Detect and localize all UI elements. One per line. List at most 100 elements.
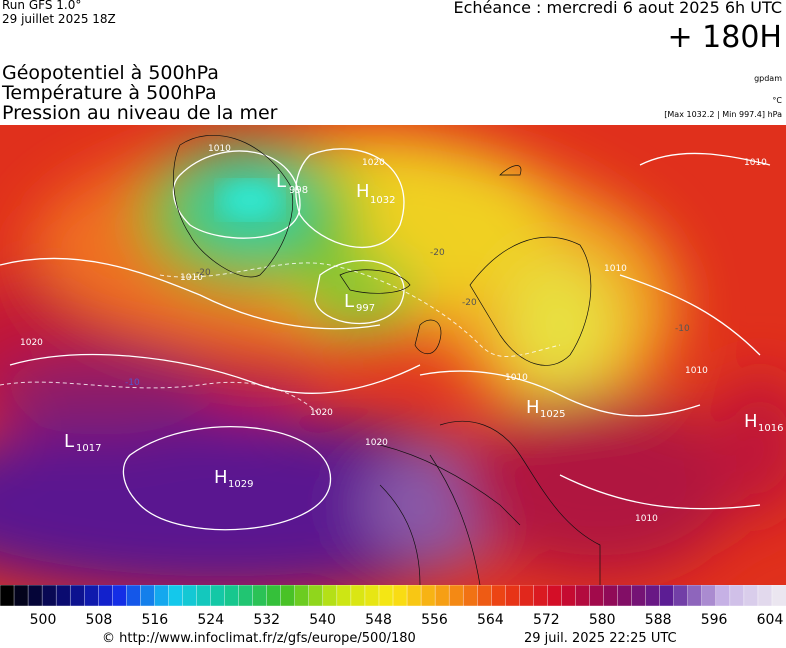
colorbar-swatch bbox=[743, 585, 759, 607]
field: Pression au niveau de la mer bbox=[2, 102, 278, 124]
colorbar-swatch bbox=[41, 585, 57, 607]
colorbar-swatch bbox=[27, 585, 43, 607]
colorbar-swatch bbox=[13, 585, 29, 607]
colorbar-label: 604 bbox=[757, 612, 784, 625]
colorbar-swatch bbox=[238, 585, 254, 607]
colorbar-label: 516 bbox=[141, 612, 168, 625]
colorbar-swatch bbox=[294, 585, 310, 607]
unit: °C bbox=[772, 96, 782, 105]
field: Géopotentiel à 500hPa bbox=[2, 62, 219, 84]
colorbar-swatch bbox=[729, 585, 745, 607]
contour-label: -20 bbox=[430, 248, 445, 258]
colorbar-swatch bbox=[140, 585, 156, 607]
issue-date: 29 juil. 2025 22:25 UTC bbox=[524, 631, 677, 646]
contour-label: 1010 bbox=[208, 144, 231, 154]
contour-labels: 1010 1020 1010 -20 -20 -20 1010 1010 -10… bbox=[20, 144, 767, 524]
source-url: © http://www.infoclimat.fr/z/gfs/europe/… bbox=[102, 631, 416, 646]
center-pressure: 998 bbox=[289, 185, 308, 196]
colorbar-swatch bbox=[112, 585, 128, 607]
colorbar-swatch bbox=[392, 585, 408, 607]
colorbar-swatch bbox=[182, 585, 198, 607]
coastlines bbox=[173, 135, 601, 585]
colorbar-label: 596 bbox=[701, 612, 728, 625]
colorbar-label: 524 bbox=[197, 612, 224, 625]
center-pressure: 997 bbox=[356, 303, 375, 314]
colorbar-swatch bbox=[448, 585, 464, 607]
colorbar-swatch bbox=[505, 585, 521, 607]
contour-label: -10 bbox=[125, 378, 140, 388]
colorbar-swatch bbox=[406, 585, 422, 607]
colorbar-swatch bbox=[98, 585, 113, 607]
center-symbol: H bbox=[744, 411, 758, 432]
colorbar-swatch bbox=[308, 585, 324, 607]
lead-time: + 180H bbox=[667, 20, 783, 55]
colorbar-swatch bbox=[126, 585, 142, 607]
colorbar-swatch bbox=[491, 585, 506, 607]
colorbar-label: 508 bbox=[86, 612, 113, 625]
colorbar-label: 500 bbox=[30, 612, 57, 625]
center-symbol: H bbox=[356, 181, 370, 202]
colorbar-swatch bbox=[645, 585, 661, 607]
colorbar-swatch bbox=[771, 585, 786, 607]
center-pressure: 1017 bbox=[76, 443, 101, 454]
contour-label: -10 bbox=[675, 324, 690, 334]
colorbar-swatch bbox=[519, 585, 535, 607]
center-symbol: L bbox=[64, 431, 74, 452]
colorbar-swatch bbox=[252, 585, 268, 607]
contour-label: 1020 bbox=[365, 438, 388, 448]
colorbar-swatch bbox=[631, 585, 647, 607]
colorbar-label: 564 bbox=[477, 612, 504, 625]
colorbar-swatch bbox=[350, 585, 366, 607]
contour-label: 1010 bbox=[180, 273, 203, 283]
run: Run GFS 1.0° bbox=[2, 0, 82, 12]
colorbar-swatch bbox=[434, 585, 450, 607]
isotherms bbox=[0, 262, 561, 416]
colorbar-label: 532 bbox=[253, 612, 280, 625]
map: L 998 H 1032 L 997 H 1025 L 1017 H 1029 H 1016 … bbox=[0, 125, 786, 585]
colorbar-swatch bbox=[757, 585, 773, 607]
contour-label: -20 bbox=[196, 268, 211, 278]
contour-label: 1010 bbox=[685, 366, 708, 376]
colorbar-swatch bbox=[196, 585, 212, 607]
colorbar: 500 508 516 524 532 540 548 556 564 572 580 588 596 6… bbox=[0, 585, 786, 625]
colorbar-label: 572 bbox=[533, 612, 560, 625]
colorbar-swatch bbox=[687, 585, 703, 607]
contour-label: 1010 bbox=[744, 158, 767, 168]
colorbar-swatch bbox=[462, 585, 478, 607]
colorbar-swatch bbox=[659, 585, 675, 607]
colorbar-swatch bbox=[55, 585, 71, 607]
colorbar-label: 556 bbox=[421, 612, 448, 625]
colorbar-swatch bbox=[0, 585, 15, 607]
contour-label: 1020 bbox=[310, 408, 333, 418]
center-pressure: 1016 bbox=[758, 423, 783, 434]
colorbar-swatch bbox=[547, 585, 563, 607]
colorbar-swatch bbox=[364, 585, 380, 607]
colorbar-swatch bbox=[322, 585, 338, 607]
colorbar-swatch bbox=[336, 585, 352, 607]
contour-label: -20 bbox=[462, 298, 477, 308]
colorbar-swatch bbox=[280, 585, 296, 607]
center-pressure: 1032 bbox=[370, 195, 395, 206]
colorbar-swatch bbox=[673, 585, 689, 607]
center-symbol: H bbox=[526, 397, 540, 418]
colorbar-label: 588 bbox=[645, 612, 672, 625]
colorbar-swatch bbox=[378, 585, 394, 607]
colorbar-swatch bbox=[477, 585, 492, 607]
colorbar-swatch bbox=[701, 585, 717, 607]
run-date: 29 juillet 2025 18Z bbox=[2, 12, 116, 26]
colorbar-swatch bbox=[224, 585, 240, 607]
colorbar-swatch bbox=[420, 585, 436, 607]
colorbar-swatch bbox=[210, 585, 226, 607]
colorbar-swatch bbox=[533, 585, 549, 607]
temperature-field bbox=[0, 125, 786, 585]
colorbar-label: 540 bbox=[309, 612, 336, 625]
colorbar-swatch bbox=[168, 585, 184, 607]
pressure-centers: L 998 H 1032 L 997 H 1025 L 1017 H 1029 H 1016 bbox=[64, 171, 783, 490]
contour-label: 1010 bbox=[604, 264, 627, 274]
colorbar-swatch bbox=[84, 585, 99, 607]
contour-label: 1010 bbox=[505, 373, 528, 383]
center-pressure: 1029 bbox=[228, 479, 253, 490]
colorbar-label: 548 bbox=[365, 612, 392, 625]
colorbar-swatch bbox=[266, 585, 282, 607]
